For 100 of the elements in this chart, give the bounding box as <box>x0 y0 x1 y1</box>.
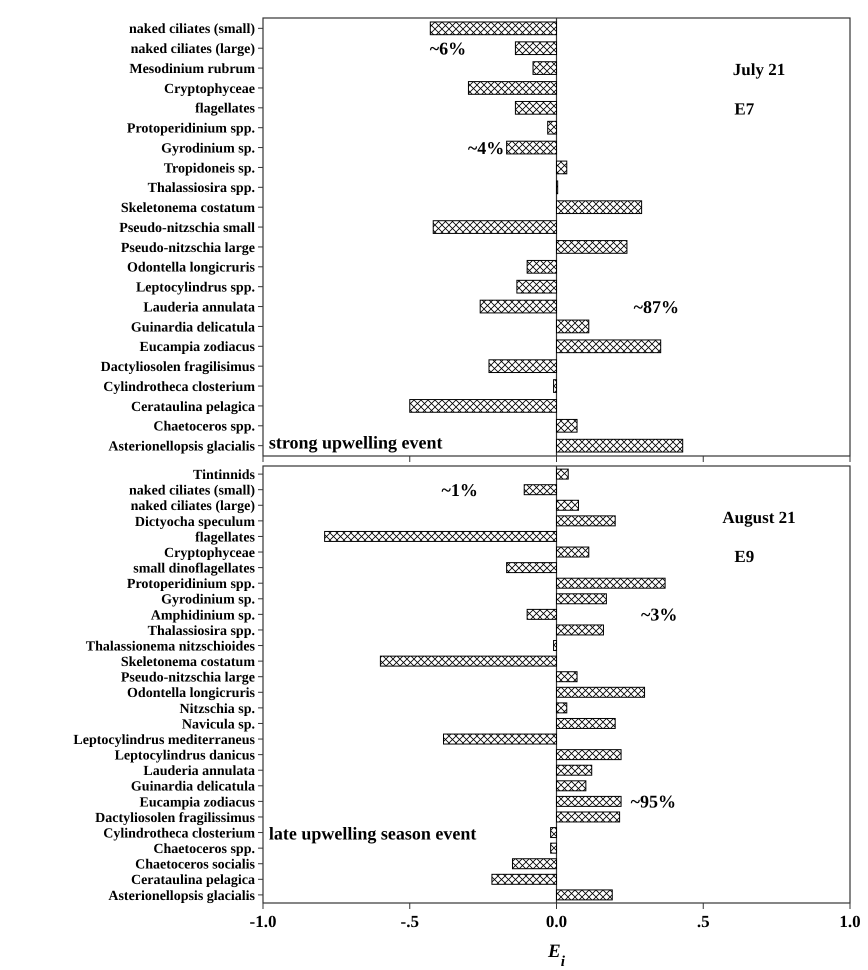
bar <box>556 546 590 558</box>
text: August 21 <box>722 508 796 527</box>
y-tick-label: Cryptophyceae <box>164 546 255 561</box>
y-tick-label: Cerataulina pelagica <box>130 873 255 888</box>
y-tick-label: Cylindrotheca closterium <box>103 826 256 842</box>
y-tick-label: Odontella longicruris <box>127 686 256 702</box>
x-tick-label: -.5 <box>400 912 419 931</box>
bar <box>556 500 580 511</box>
annotation: ~6% <box>430 38 466 59</box>
y-tick-label: Pseudo-nitzschia small <box>119 220 256 236</box>
text: July 21 <box>732 60 786 79</box>
bar <box>380 656 557 667</box>
y-tick-label: Cerataulina pelagica <box>130 400 255 415</box>
annotation: ~87% <box>634 296 679 317</box>
bar <box>556 160 568 174</box>
bar <box>556 320 590 334</box>
x-tick-label: -1.0 <box>250 912 276 931</box>
y-tick-label: flagellates <box>195 530 256 546</box>
annotation: strong upwelling event <box>268 432 443 452</box>
bar <box>324 530 557 542</box>
bar <box>556 811 620 822</box>
y-tick-label: Leptocylindrus danicus <box>114 748 256 764</box>
bar <box>556 796 622 807</box>
y-tick-label: Leptocylindrus mediterraneus <box>73 732 256 748</box>
bar <box>556 200 642 214</box>
bar <box>556 889 613 900</box>
y-tick-label: Skeletonema costatum <box>120 201 256 216</box>
y-tick-label: Asterionellopsis glacialis <box>108 440 256 455</box>
y-tick-label: Pseudo-nitzschia large <box>120 240 255 256</box>
annotation: ~95% <box>630 792 676 812</box>
bar <box>512 858 557 870</box>
y-tick-label: Chaetoceros spp. <box>153 842 255 858</box>
y-tick-label: Cryptophyceae <box>164 82 255 97</box>
annotation: late upwelling season event <box>268 823 476 844</box>
bar <box>556 749 622 760</box>
y-tick-label: Odontella longicruris <box>127 260 256 276</box>
annotation: ~4% <box>468 138 504 158</box>
bar <box>556 438 684 453</box>
bar <box>409 399 557 413</box>
y-tick-label: Chaetoceros socialis <box>135 858 256 873</box>
x-axis-title: E$_{i}$ <box>547 941 566 970</box>
bar <box>556 339 662 354</box>
y-tick-label: Asterionellopsis glacialis <box>108 888 256 904</box>
y-tick-label: Tintinnids <box>192 468 256 484</box>
bar <box>443 734 557 745</box>
y-tick-label: naked ciliates (small) <box>129 484 256 499</box>
bar <box>491 874 557 885</box>
bar <box>516 280 557 294</box>
bar <box>480 300 557 314</box>
y-tick-label: Eucampia zodiacus <box>139 340 256 356</box>
x-tick-label: 0.0 <box>546 912 568 931</box>
y-tick-label: Pseudo-nitzschia large <box>120 670 255 686</box>
y-tick-label: Mesodinium rubrum <box>129 62 256 77</box>
y-tick-label: Gyrodinium sp. <box>161 592 255 608</box>
y-tick-label: Thalassiosira spp. <box>148 624 255 639</box>
bar <box>556 671 578 682</box>
annotation: ~3% <box>641 604 678 625</box>
bar <box>556 240 628 254</box>
y-tick-label: Leptocylindrus spp. <box>136 280 255 296</box>
bar <box>556 780 586 792</box>
bar <box>506 140 557 154</box>
y-tick-label: Nitzschia sp. <box>180 702 255 717</box>
bar <box>550 827 557 838</box>
y-tick-label: Guinardia delicatula <box>130 320 255 336</box>
y-tick-label: Gyrodinium sp. <box>161 141 255 156</box>
bar <box>468 81 557 95</box>
y-tick-label: Dictyocha speculum <box>134 514 256 530</box>
y-tick-label: Tropidoneis sp. <box>164 161 255 176</box>
y-tick-label: Thalassiosira spp. <box>148 181 255 196</box>
bar <box>553 640 557 652</box>
bar <box>524 484 557 496</box>
y-tick-label: Eucampia zodiacus <box>139 795 256 810</box>
x-tick-label: 1.0 <box>839 912 861 931</box>
bar <box>553 379 557 393</box>
y-tick-label: Protoperidinium spp. <box>126 122 255 137</box>
y-tick-label: small dinoflagellates <box>133 562 256 577</box>
bar <box>547 120 557 135</box>
bar <box>506 562 557 574</box>
text: E7 <box>734 99 755 118</box>
bar <box>532 61 557 75</box>
bar <box>556 468 569 480</box>
y-tick-label: Dactyliosolen fragilisimus <box>100 360 256 376</box>
x-tick-label: .5 <box>696 912 710 931</box>
bar <box>556 593 607 604</box>
bar <box>556 764 592 776</box>
bar <box>556 418 578 433</box>
bar <box>556 718 616 729</box>
y-tick-label: Guinardia delicatula <box>130 780 255 795</box>
bar <box>526 260 557 274</box>
bar <box>556 578 666 589</box>
y-tick-label: Skeletonema costatum <box>120 655 256 670</box>
y-tick-label: Dactyliosolen fragilissimus <box>95 810 256 826</box>
bar <box>432 220 557 234</box>
bar <box>556 702 568 714</box>
bar <box>514 100 557 115</box>
bar <box>526 608 557 620</box>
y-tick-label: Lauderia annulata <box>143 764 255 780</box>
y-tick-label: Navicula sp. <box>182 717 255 732</box>
y-tick-label: Cylindrotheca closterium <box>103 380 256 395</box>
bar <box>430 21 557 36</box>
